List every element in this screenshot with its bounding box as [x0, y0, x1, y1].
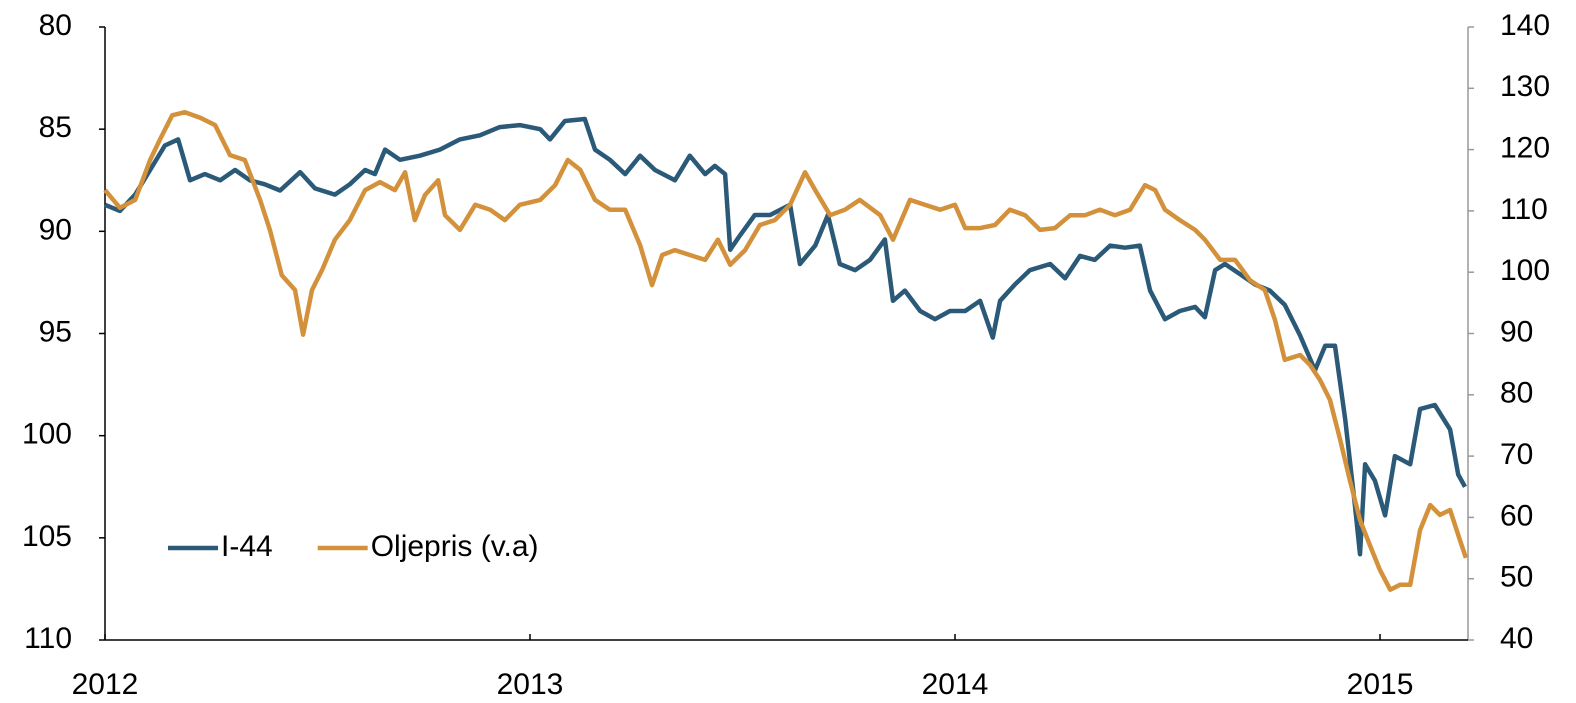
y2-tick-label: 110 [1500, 193, 1548, 226]
y-tick-label: 110 [24, 622, 72, 655]
series-line [103, 109, 1469, 592]
y2-tick-label: 40 [1500, 622, 1533, 655]
x-tick-label: 2013 [497, 668, 564, 701]
y-tick-label: 90 [39, 213, 72, 246]
legend-label: I-44 [221, 530, 273, 563]
y-tick-label: 105 [22, 520, 72, 553]
y2-tick-label: 60 [1500, 499, 1533, 532]
series-line [104, 116, 1467, 557]
x-tick-label: 2012 [72, 668, 139, 701]
x-tick-label: 2014 [922, 668, 989, 701]
y2-tick-label: 80 [1500, 377, 1533, 410]
y2-tick-label: 50 [1500, 561, 1533, 594]
y2-tick-label: 120 [1500, 132, 1550, 165]
x-tick-label: 2015 [1347, 668, 1414, 701]
y2-tick-label: 90 [1500, 315, 1533, 348]
y-tick-label: 85 [39, 111, 72, 144]
y-tick-label: 95 [39, 315, 72, 348]
y-tick-label: 80 [39, 9, 72, 42]
y2-tick-label: 130 [1500, 70, 1550, 103]
legend-label: Oljepris (v.a) [371, 530, 539, 563]
y2-tick-label: 140 [1500, 9, 1550, 42]
y2-tick-label: 100 [1500, 254, 1550, 287]
y2-tick-label: 70 [1500, 438, 1533, 471]
y-tick-label: 100 [22, 418, 72, 451]
